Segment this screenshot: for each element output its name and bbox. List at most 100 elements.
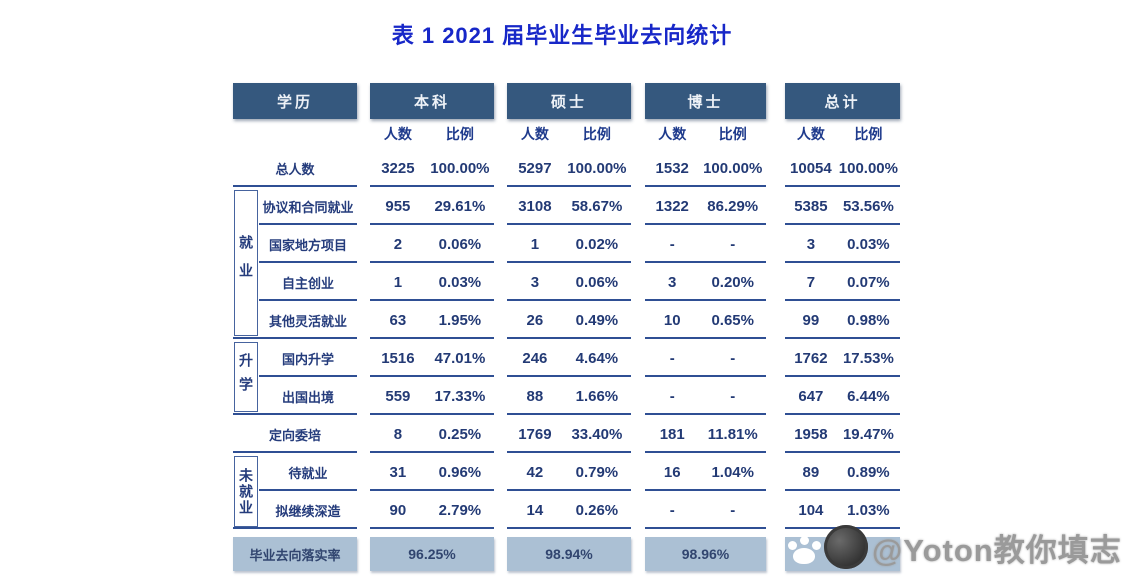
cell-total: 104 1.03% (785, 491, 900, 529)
row-header-cell: 国内升学 (233, 339, 357, 377)
table-row: 出国出境 559 17.33% 88 1.66% -- 647 6.44% (233, 377, 900, 415)
count-value: 88 (526, 387, 544, 405)
cell-bachelor: 3225 100.00% (370, 149, 494, 187)
cell-bachelor: 2 0.06% (370, 225, 494, 263)
row-label: 国内升学 (281, 351, 334, 367)
paw-icon (786, 532, 822, 572)
footer-label: 毕业去向落实率 (233, 537, 357, 571)
cell-bachelor: 8 0.25% (370, 415, 494, 453)
ratio-value: - (730, 387, 736, 405)
count-value: 16 (663, 463, 681, 481)
cell-doctor: 1322 86.29% (645, 187, 766, 225)
count-value: - (669, 387, 675, 405)
count-value: 89 (802, 463, 820, 481)
count-value: 1 (530, 235, 540, 253)
avatar-icon (824, 525, 868, 569)
row-header-cell: 拟继续深造 (233, 491, 357, 529)
count-value: 14 (526, 501, 544, 519)
row-label: 出国出境 (281, 389, 334, 405)
group-label-further-study: 升学 (234, 342, 258, 412)
cell-doctor: -- (645, 339, 766, 377)
cell-bachelor: 559 17.33% (370, 377, 494, 415)
count-value: 31 (389, 463, 407, 481)
ratio-header: 比例 (718, 126, 747, 142)
count-value: 10 (663, 311, 681, 329)
subheader-spacer (233, 119, 357, 149)
count-value: 181 (659, 425, 685, 443)
group-label-employment: 就业 (234, 190, 258, 336)
row-label: 其他灵活就业 (268, 313, 347, 329)
header-total: 总计 (785, 83, 900, 119)
cell-total: 10054 100.00% (785, 149, 900, 187)
graduate-destination-table: 学历 本科 硕士 博士 总计 人数 比例 人数 比例 人数 比例 人数 比例 总… (233, 83, 900, 571)
header-bachelor: 本科 (370, 83, 494, 119)
cell-bachelor: 31 0.96% (370, 453, 494, 491)
cell-total: 3 0.03% (785, 225, 900, 263)
ratio-value: 17.33% (434, 387, 486, 405)
row-header-cell: 国家地方项目 (233, 225, 357, 263)
count-header: 人数 (520, 126, 549, 142)
count-value: 2 (393, 235, 403, 253)
ratio-value: 33.40% (571, 425, 623, 443)
footer-master-rate: 98.94% (507, 537, 631, 571)
table-row: 定向委培 8 0.25% 1769 33.40% 181 11.81% 1958 19.… (233, 415, 900, 453)
ratio-value: 0.06% (438, 235, 482, 253)
cell-master: 3108 58.67% (507, 187, 631, 225)
ratio-value: 53.56% (842, 197, 894, 215)
ratio-value: 1.95% (438, 311, 482, 329)
count-value: 1 (393, 273, 403, 291)
ratio-value: 100.00% (838, 159, 898, 177)
ratio-value: - (730, 349, 736, 367)
group-label-text: 就业 (238, 235, 254, 291)
table-row: 国家地方项目 2 0.06% 1 0.02% - - 3 0.03% (233, 225, 900, 263)
cell-master: 42 0.79% (507, 453, 631, 491)
cell-bachelor: 955 29.61% (370, 187, 494, 225)
count-value: 5385 (794, 197, 828, 215)
table-row: 国内升学 1516 47.01% 246 4.64% -- 1762 17.53% (233, 339, 900, 377)
count-value: 3 (530, 273, 540, 291)
row-label: 自主创业 (281, 275, 334, 291)
cell-doctor: 181 11.81% (645, 415, 766, 453)
count-value: 1516 (381, 349, 415, 367)
count-value: 3108 (518, 197, 552, 215)
row-label: 协议和合同就业 (262, 199, 354, 215)
ratio-value: 0.03% (438, 273, 482, 291)
table-row: 协议和合同就业 955 29.61% 3108 58.67% 1322 86.29% … (233, 187, 900, 225)
ratio-value: - (730, 235, 736, 253)
count-header: 人数 (796, 126, 825, 142)
ratio-value: 100.00% (703, 159, 763, 177)
cell-master: 88 1.66% (507, 377, 631, 415)
table-header-row: 学历 本科 硕士 博士 总计 (233, 83, 900, 119)
group-label-text: 未就业 (238, 467, 254, 516)
row-label: 待就业 (288, 465, 328, 481)
header-doctor: 博士 (645, 83, 766, 119)
count-value: 10054 (790, 159, 832, 177)
count-value: - (669, 501, 675, 519)
ratio-value: 0.02% (575, 235, 619, 253)
cell-bachelor: 63 1.95% (370, 301, 494, 339)
count-value: 104 (798, 501, 824, 519)
count-value: 955 (385, 197, 411, 215)
ratio-value: 0.07% (847, 273, 890, 291)
subheader-master: 人数 比例 (507, 119, 631, 149)
count-value: 63 (389, 311, 407, 329)
cell-master: 246 4.64% (507, 339, 631, 377)
row-header-cell: 定向委培 (233, 415, 357, 453)
ratio-header: 比例 (854, 126, 883, 142)
count-header: 人数 (383, 126, 412, 142)
ratio-value: 0.20% (711, 273, 754, 291)
cell-master: 26 0.49% (507, 301, 631, 339)
ratio-value: 4.64% (575, 349, 619, 367)
count-value: 559 (385, 387, 411, 405)
ratio-value: 0.96% (438, 463, 482, 481)
cell-doctor: 16 1.04% (645, 453, 766, 491)
subheader-bachelor: 人数 比例 (370, 119, 494, 149)
cell-total: 7 0.07% (785, 263, 900, 301)
ratio-value: 1.04% (711, 463, 754, 481)
ratio-value: 0.49% (575, 311, 619, 329)
cell-bachelor: 1 0.03% (370, 263, 494, 301)
cell-total: 5385 53.56% (785, 187, 900, 225)
count-value: 26 (526, 311, 544, 329)
count-value: - (669, 349, 675, 367)
count-value: - (669, 235, 675, 253)
